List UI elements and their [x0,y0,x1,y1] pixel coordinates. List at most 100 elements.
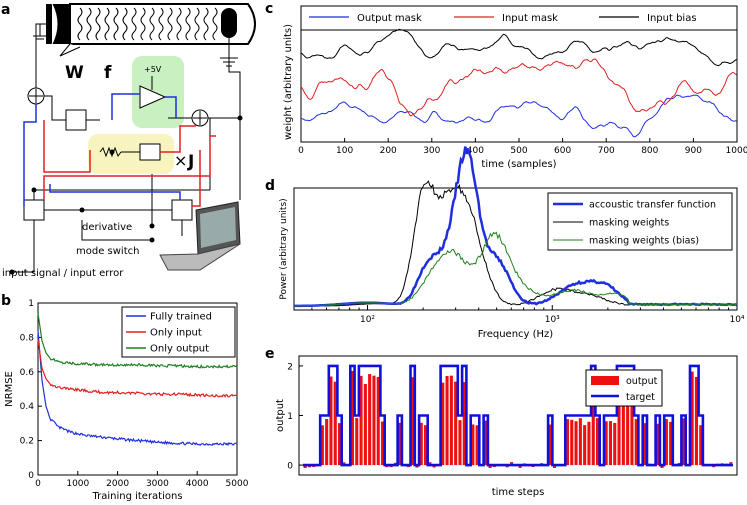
output-bar [368,374,372,466]
switch-1 [65,109,87,131]
plot-frame [300,5,738,143]
output-bar [355,418,359,466]
x-tick-label: 0 [35,479,41,489]
series-line-2 [294,231,738,307]
y-axis-label: weight (arbitrary units) [283,24,294,140]
output-bar [488,465,492,469]
output-bar [570,419,574,466]
legend-label: target [626,392,655,403]
nonlinearity-box [132,56,184,128]
chart-e: 0 1 2 time steps output output target [275,355,738,498]
x-tick-label: 100 [336,146,353,156]
output-bar [454,381,458,466]
y-tick-label: 2 [287,362,293,372]
output-bar [445,376,449,466]
output-bar [338,423,342,466]
y-tick-label: 1 [287,412,293,422]
plot-frame [293,187,738,311]
series-line-0 [301,94,737,138]
derivative-box [88,134,174,174]
x-tick-label: 2000 [106,479,129,489]
x-tick-label: 10³ [545,315,560,325]
x-tick-label: 500 [510,146,527,156]
legend-label: Input bias [647,13,697,24]
output-bar [458,420,462,466]
output-bar [596,418,600,466]
J-label: J [187,152,194,172]
output-bar [381,421,385,466]
y-tick-label: 0.8 [20,333,35,343]
panel-c-label: c [265,1,273,17]
output-bar [303,465,307,469]
output-bar [587,421,591,466]
output-bar [350,370,354,466]
output-bar [411,377,415,466]
output-bar [656,423,660,466]
f-label: f [104,63,112,83]
panel-b-label: b [1,293,11,309]
sound-wave [140,7,146,41]
W-label: W [65,63,84,83]
output-bar [518,465,522,468]
output-bar [398,422,402,466]
tube-shape [69,3,256,45]
output-bar [574,421,578,466]
x-tick-label: 10⁴ [729,315,744,325]
sound-wave [86,7,92,41]
output-bar [617,380,621,466]
y-tick-label: 0 [28,471,34,481]
legend-label: Input mask [502,13,558,24]
x-tick-label: 600 [554,146,571,156]
output-bar [419,422,423,466]
output-bar [363,384,367,466]
chart-d: 10² 10³ 10⁴ Frequency (Hz) Power (arbitrary … [279,146,745,340]
output-bar [510,462,514,466]
output-bar [578,418,582,466]
legend-label: Only output [150,344,209,355]
series-line-1 [37,339,238,398]
series-line-2 [300,28,737,67]
y-tick-label: 1 [28,299,34,309]
sound-wave [104,7,110,41]
derivative-text: derivative [82,222,132,233]
sound-wave [167,7,173,41]
sound-wave [158,7,164,41]
output-bar [424,425,428,466]
x-tick-label: 400 [467,146,484,156]
x-tick-label: 300 [423,146,440,156]
output-bar [664,419,668,466]
speaker-icon [46,4,70,44]
output-bar [342,462,346,466]
output-bar [449,375,453,466]
y-tick-label: 0.2 [20,437,34,447]
x-tick-label: 800 [641,146,658,156]
output-bar [471,424,475,466]
output-bar [621,373,625,466]
x-tick-label: 700 [598,146,615,156]
y-axis-label: Power (arbitrary units) [279,198,289,299]
output-bar [553,465,557,469]
output-bar [359,375,363,466]
output-bar [591,371,595,466]
output-bar [484,420,488,466]
y-tick-label: 0.4 [20,402,35,412]
switch-2 [23,199,45,221]
sound-wave [122,7,128,41]
output-bar [325,419,329,466]
output-bar [475,425,479,466]
amplifier-icon [139,85,167,109]
sound-wave [95,7,101,41]
target-line [303,364,733,467]
x-axis-label: Training iterations [91,491,182,502]
panel-e-label: e [265,346,275,362]
switch-box-J [139,143,161,161]
sound-wave [77,7,83,41]
x-tick-label: 200 [380,146,397,156]
x-axis-label: Frequency (Hz) [478,329,554,340]
x-tick-label: 4000 [186,479,209,489]
sound-wave [113,7,119,41]
input-signal-text: input signal / input error [2,268,124,279]
output-bar [428,462,432,466]
y-axis-label: output [275,399,286,432]
